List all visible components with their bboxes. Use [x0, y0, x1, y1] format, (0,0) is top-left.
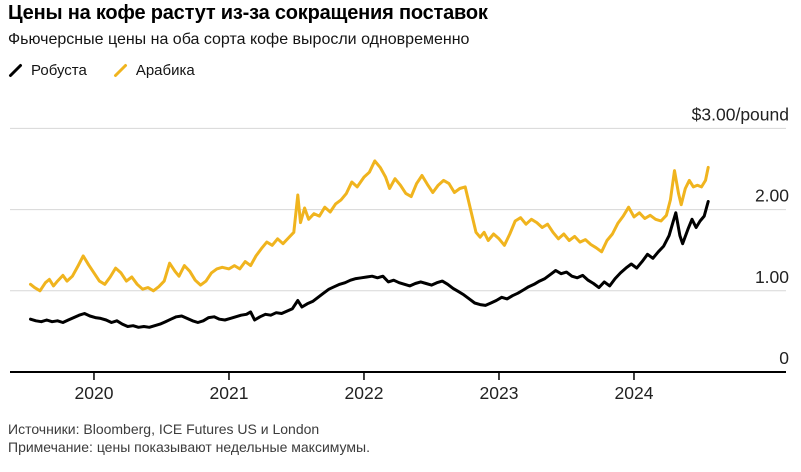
- arabica-line-swatch-icon: [113, 64, 127, 77]
- x-axis-label: 2024: [615, 383, 654, 403]
- legend-label-arabica: Арабика: [135, 62, 195, 79]
- chart-footer: Источники: Bloomberg, ICE Futures US и L…: [8, 421, 370, 456]
- x-axis-label: 2021: [210, 383, 249, 403]
- methodology-note: Примечание: цены показывают недельные ма…: [8, 438, 370, 455]
- chart-legend: Робуста Арабика: [8, 62, 195, 79]
- y-axis-label: 1.00: [755, 267, 789, 287]
- robusta-series-line: [29, 200, 710, 329]
- robusta-line-swatch-icon: [9, 64, 22, 77]
- y-axis-label: $3.00/pound: [692, 104, 789, 124]
- legend-item-arabica: Арабика: [113, 62, 195, 79]
- legend-item-robusta: Робуста: [8, 62, 87, 79]
- y-axis-label: 2.00: [755, 186, 789, 206]
- x-axis-label: 2022: [345, 383, 384, 403]
- x-axis-label: 2020: [75, 383, 114, 403]
- legend-label-robusta: Робуста: [31, 62, 87, 79]
- source-note: Источники: Bloomberg, ICE Futures US и L…: [8, 421, 320, 437]
- x-axis-label: 2023: [480, 383, 519, 403]
- arabica-series-line: [29, 159, 710, 293]
- chart-subtitle: Фьючерсные цены на оба сорта кофе выросл…: [8, 31, 470, 48]
- page-title: Цены на кофе растут из-за сокращения пос…: [8, 2, 488, 24]
- y-axis-label: 0: [779, 348, 789, 368]
